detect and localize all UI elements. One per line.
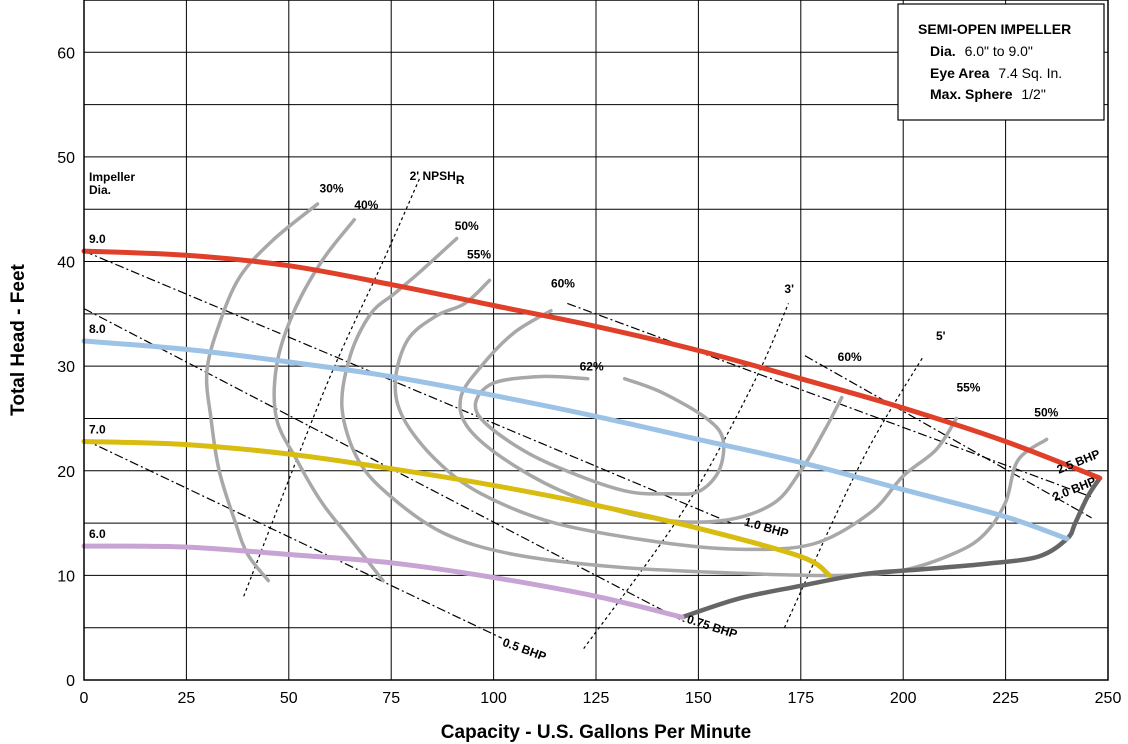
info-box-title: SEMI-OPEN IMPELLER (918, 21, 1071, 37)
x-tick-label: 25 (178, 690, 196, 707)
x-tick-label: 125 (583, 690, 610, 707)
efficiency-curve (473, 374, 726, 496)
npsh-label: 2' NPSHR (410, 169, 465, 187)
y-tick-label: 50 (57, 150, 75, 167)
y-tick-label: 10 (57, 568, 75, 585)
x-tick-label: 225 (992, 690, 1019, 707)
impeller-dia-label: 8.0 (89, 322, 106, 336)
y-tick-label: 20 (57, 464, 75, 481)
efficiency-curve (204, 202, 320, 583)
efficiency-label: 60% (838, 350, 862, 364)
y-tick-label: 60 (57, 45, 75, 62)
efficiency-curve (458, 308, 844, 524)
x-tick-label: 150 (685, 690, 712, 707)
efficiency-curve (340, 236, 1049, 578)
npsh-lines (243, 177, 925, 649)
info-sphere-value: 1/2" (1021, 86, 1045, 102)
x-axis-title: Capacity - U.S. Gallons Per Minute (441, 722, 751, 743)
x-tick-label: 0 (80, 690, 89, 707)
info-sphere-label: Max. Sphere (930, 86, 1013, 102)
bhp-line (804, 355, 1092, 519)
impeller-curves (81, 248, 1103, 620)
impeller-header-line2: Dia. (89, 183, 111, 197)
info-line-sphere: Max. Sphere 1/2" (930, 86, 1046, 102)
bhp-line (83, 250, 732, 524)
x-tick-label: 200 (890, 690, 917, 707)
efficiency-label: 40% (354, 198, 378, 212)
info-box-frame (897, 3, 1105, 121)
npsh-subscript: R (456, 173, 465, 187)
efficiency-label: 62% (580, 359, 604, 373)
info-dia-label: Dia. (930, 43, 956, 59)
x-tick-label: 75 (382, 690, 400, 707)
y-tick-label: 0 (66, 673, 75, 690)
info-line-dia: Dia. 6.0" to 9.0" (930, 43, 1033, 59)
impeller-dia-label: 9.0 (89, 232, 106, 246)
npsh-label: 3' (784, 282, 794, 296)
impeller-curve (81, 439, 832, 578)
efficiency-label: 50% (1034, 405, 1058, 419)
impeller-curve (81, 543, 685, 620)
npsh-line (783, 355, 925, 628)
bhp-line (83, 308, 687, 623)
x-tick-label: 100 (480, 690, 507, 707)
info-box: SEMI-OPEN IMPELLER Dia. 6.0" to 9.0" Eye… (897, 3, 1105, 121)
y-tick-label: 30 (57, 359, 75, 376)
efficiency-label: 30% (320, 181, 344, 195)
info-dia-value: 6.0" to 9.0" (965, 43, 1033, 59)
impeller-curve (81, 338, 1070, 542)
efficiency-curves (204, 202, 1049, 583)
plot-frame (83, 0, 1109, 681)
axis-ticks: 0 25 50 75 100 125 150 175 200 225 250 0 10 20 30 40 50 6… (57, 45, 1121, 707)
npsh-label: 5' (936, 329, 946, 343)
y-tick-label: 40 (57, 255, 75, 272)
efficiency-label: 50% (455, 219, 479, 233)
impeller-header-line1: Impeller (89, 170, 135, 184)
x-tick-label: 175 (787, 690, 814, 707)
bhp-line (567, 302, 1092, 498)
info-eye-label: Eye Area (930, 65, 990, 81)
npsh-line (243, 177, 421, 597)
x-tick-label: 50 (280, 690, 298, 707)
impeller-dia-label: 7.0 (89, 422, 106, 436)
x-tick-label: 250 (1095, 690, 1122, 707)
y-axis-title: Total Head - Feet (8, 263, 29, 415)
efficiency-label: 60% (551, 277, 575, 291)
efficiency-label: 55% (467, 247, 491, 261)
efficiency-curve (393, 278, 959, 552)
bhp-lines (83, 250, 1092, 639)
impeller-header: Impeller Dia. (89, 170, 135, 197)
info-line-eye: Eye Area 7.4 Sq. In. (930, 65, 1062, 81)
impeller-dia-label: 6.0 (89, 527, 106, 541)
runout-curve (679, 475, 1103, 620)
efficiency-curve (272, 217, 385, 583)
info-eye-value: 7.4 Sq. In. (998, 65, 1062, 81)
efficiency-label: 55% (956, 380, 980, 394)
impeller-curve (81, 248, 1103, 481)
